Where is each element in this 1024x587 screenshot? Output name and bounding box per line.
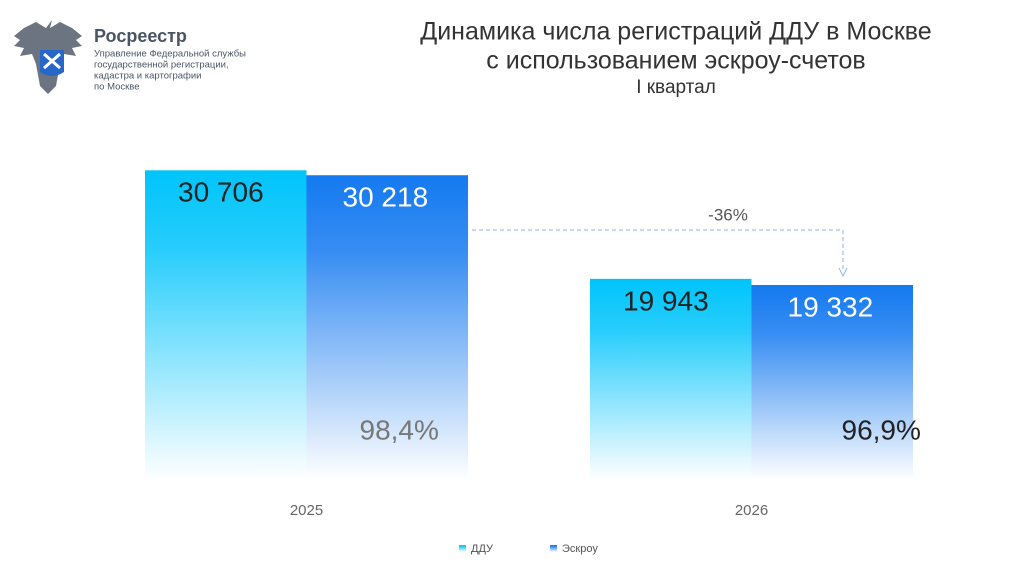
arrow-head	[838, 267, 848, 278]
share-label: 98,4%	[360, 414, 439, 445]
bar	[751, 285, 913, 480]
annotation: -36%	[708, 205, 748, 224]
chart-title: с использованием эскроу-счетов	[486, 47, 865, 75]
legend-marker	[550, 545, 557, 552]
value-label: 19 332	[788, 291, 874, 322]
brand: Росреестр	[94, 26, 187, 46]
x-tick-label: 2025	[290, 502, 323, 519]
value-label: 30 706	[178, 177, 264, 208]
legend-label: Эскроу	[562, 543, 598, 555]
org-line: кадастра и картографии	[94, 71, 201, 82]
org-line: по Москве	[94, 82, 140, 93]
chart-title: Динамика числа регистраций ДДУ в Москве	[420, 18, 931, 46]
bar	[145, 170, 307, 481]
share-label: 96,9%	[842, 414, 921, 445]
org-line: Управление Федеральной службы	[94, 49, 246, 60]
logo	[14, 20, 82, 94]
value-label: 19 943	[623, 285, 709, 316]
value-label: 30 218	[343, 182, 429, 213]
bar	[306, 175, 468, 480]
bar	[590, 278, 752, 480]
change-arrow	[472, 229, 844, 272]
legend-label: ДДУ	[471, 543, 494, 555]
chart-subtitle: I квартал	[636, 77, 716, 98]
org-line: государственной регистрации,	[94, 60, 229, 71]
x-tick-label: 2026	[735, 502, 768, 519]
legend-marker	[459, 545, 466, 552]
